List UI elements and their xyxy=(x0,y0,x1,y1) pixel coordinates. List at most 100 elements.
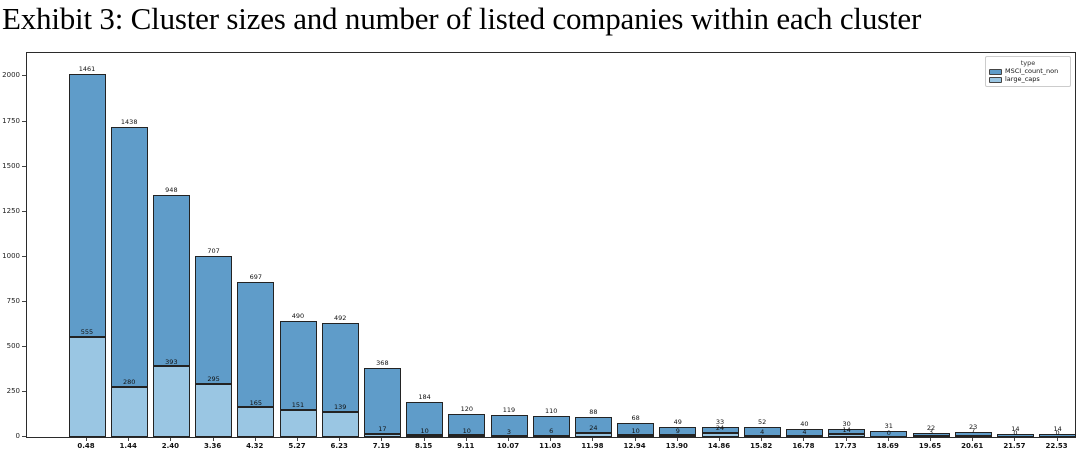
bar-segment-large-caps xyxy=(195,383,233,437)
x-tick-label: 13.90 xyxy=(665,442,688,450)
bar-value-label: 1438 xyxy=(120,118,138,127)
bar-value-label: 0 xyxy=(1055,428,1060,437)
x-tick-mark-icon xyxy=(1056,438,1058,441)
bar-value-label: 31 xyxy=(884,422,893,431)
x-tick-mark-icon xyxy=(634,438,636,441)
x-tick-label: 22.53 xyxy=(1045,442,1068,450)
bar-segment-msci-count-non xyxy=(701,426,739,433)
x-tick-mark-icon xyxy=(339,438,341,441)
x-tick-mark-icon xyxy=(930,438,931,441)
bar-value-label: 10 xyxy=(420,426,429,435)
x-tick-mark-icon xyxy=(254,438,256,441)
x-tick-mark-icon xyxy=(972,438,974,441)
bar-segment-msci-count-non xyxy=(617,422,655,436)
bar-segment-large-caps xyxy=(321,411,359,437)
legend-label-msci-count-non: MSCI_count_non xyxy=(1005,67,1059,75)
bar-value-label: 120 xyxy=(460,404,473,413)
y-tick-mark-icon xyxy=(22,210,26,212)
bar-segment-msci-count-non xyxy=(996,434,1034,437)
bar-segment-large-caps xyxy=(279,409,317,437)
bar-value-label: 280 xyxy=(122,378,136,387)
y-tick-mark-icon xyxy=(22,255,26,257)
x-tick-label: 17.73 xyxy=(834,442,857,450)
x-tick-mark-icon xyxy=(1014,438,1016,441)
y-tick-mark-icon xyxy=(22,165,26,167)
bar-segment-msci-count-non xyxy=(110,127,148,387)
bar-value-label: 10 xyxy=(631,426,640,435)
y-tick-mark-icon xyxy=(22,75,26,77)
y-tick-label: 250 xyxy=(6,386,20,395)
y-tick-mark-icon xyxy=(22,300,26,302)
chart-title: Exhibit 3: Cluster sizes and number of l… xyxy=(2,1,922,36)
legend-swatch-icon xyxy=(989,68,1002,75)
x-tick-label: 8.15 xyxy=(414,442,433,450)
bar-value-label: 0 xyxy=(886,428,891,437)
bar-value-label: 17 xyxy=(378,425,387,434)
x-tick-mark-icon xyxy=(212,438,214,441)
x-tick-label: 7.19 xyxy=(372,442,391,450)
bar-value-label: 110 xyxy=(544,407,558,416)
x-tick-mark-icon xyxy=(719,438,720,441)
bar-segment-msci-count-non xyxy=(279,321,317,410)
bar-segment-msci-count-non xyxy=(195,256,233,384)
bar-segment-msci-count-non xyxy=(659,426,697,436)
x-tick-label: 5.27 xyxy=(288,442,306,450)
y-tick-label: 750 xyxy=(6,296,20,305)
bar-segment-large-caps xyxy=(68,336,106,437)
bars-layer: 1461 555 1438 280 948 393 707 295 697 165 490 151 49… xyxy=(27,53,1077,437)
x-tick-label: 9.11 xyxy=(457,442,475,450)
legend-swatch-icon xyxy=(989,76,1002,83)
bar-segment-msci-count-non xyxy=(448,413,486,436)
bar-value-label: 14 xyxy=(842,425,851,434)
bar-segment-msci-count-non xyxy=(363,367,401,434)
x-tick-label: 6.23 xyxy=(330,442,348,450)
bar-value-label: 151 xyxy=(291,401,305,410)
x-tick-mark-icon xyxy=(761,438,763,441)
x-tick-label: 1.44 xyxy=(119,442,137,450)
bar-value-label: 4 xyxy=(802,427,807,436)
bar-segment-large-caps xyxy=(701,432,739,437)
legend-item-msci-count-non: MSCI_count_non xyxy=(989,68,1067,75)
x-tick-label: 15.82 xyxy=(750,442,773,450)
bar-value-label: 184 xyxy=(418,393,431,402)
x-tick-label: 11.98 xyxy=(581,442,604,450)
y-tick-mark-icon xyxy=(22,120,26,122)
bar-segment-msci-count-non xyxy=(152,195,190,367)
bar-segment-large-caps xyxy=(406,435,444,437)
x-tick-mark-icon xyxy=(381,438,383,441)
bar-value-label: 490 xyxy=(291,312,305,321)
bar-value-label: 33 xyxy=(715,417,725,426)
bar-value-label: 68 xyxy=(631,413,640,422)
y-tick-label: 1500 xyxy=(2,161,20,170)
x-tick-mark-icon xyxy=(128,438,130,441)
x-tick-mark-icon xyxy=(297,438,298,441)
bar-value-label: 49 xyxy=(673,417,682,426)
bar-value-label: 393 xyxy=(165,357,178,366)
legend-label-large-caps: large_caps xyxy=(1005,75,1040,83)
legend: type MSCI_count_non large_caps xyxy=(985,56,1071,87)
bar-segment-msci-count-non xyxy=(532,416,570,436)
x-tick-mark-icon xyxy=(423,438,425,441)
x-tick-mark-icon xyxy=(508,438,509,441)
bar-segment-msci-count-non xyxy=(321,323,359,412)
x-tick-mark-icon xyxy=(465,438,467,441)
bar-value-label: 3 xyxy=(928,427,934,436)
bar-value-label: 119 xyxy=(502,406,516,415)
bar-segment-msci-count-non xyxy=(406,402,444,436)
bar-segment-large-caps xyxy=(237,407,275,437)
x-tick-mark-icon xyxy=(887,438,889,441)
bar-value-label: 88 xyxy=(589,407,598,416)
plot-area: 1461 555 1438 280 948 393 707 295 697 165 490 151 49… xyxy=(26,52,1077,438)
bar-segment-large-caps xyxy=(363,433,401,437)
bar-value-label: 22 xyxy=(926,423,936,432)
y-tick-label: 2000 xyxy=(2,71,20,80)
bar-segment-msci-count-non xyxy=(237,281,275,408)
bar-value-label: 697 xyxy=(249,272,262,281)
bar-value-label: 14 xyxy=(1011,425,1020,434)
bar-value-label: 10 xyxy=(462,426,471,435)
legend-item-large-caps: large_caps xyxy=(989,76,1067,83)
bar-segment-msci-count-non xyxy=(1039,434,1077,437)
bar-value-label: 52 xyxy=(758,417,767,426)
y-tick-mark-icon xyxy=(22,436,26,437)
